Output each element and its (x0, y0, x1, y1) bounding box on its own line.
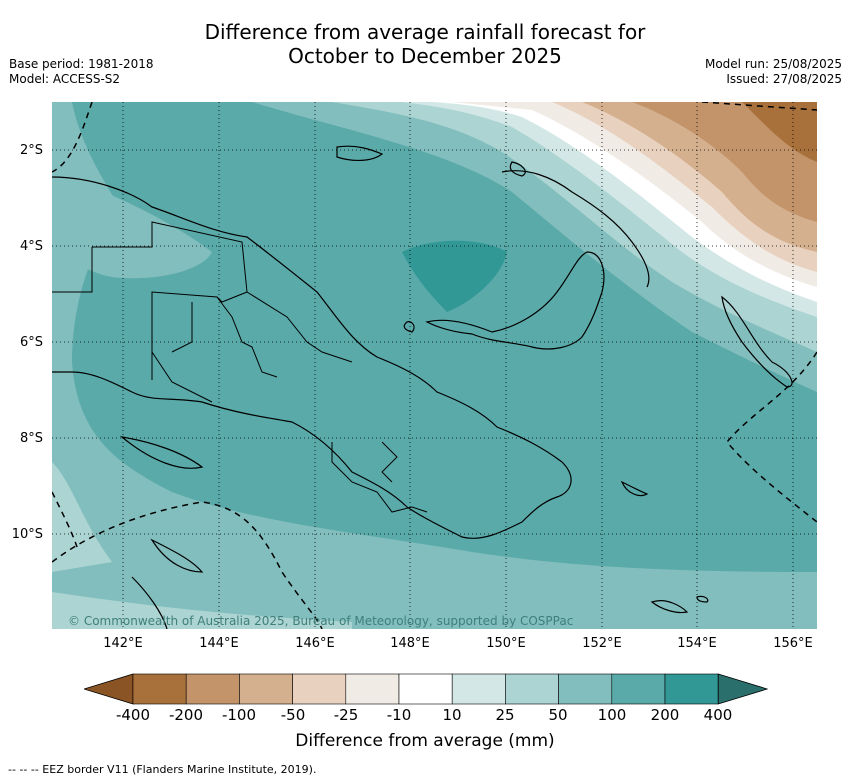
lon-label: 146°E (295, 636, 335, 651)
colorbar-swatch (185, 673, 240, 705)
meta-left: Base period: 1981-2018 Model: ACCESS-S2 (9, 57, 154, 87)
lon-label: 148°E (390, 636, 430, 651)
copyright-text: © Commonwealth of Australia 2025, Bureau… (68, 614, 574, 628)
band-minus-200-400 (742, 102, 817, 162)
lat-label: 2°S (19, 143, 43, 158)
colorbar-tick: -25 (333, 706, 359, 724)
band-25-50-s (52, 592, 352, 629)
colorbar-tick: -10 (386, 706, 412, 724)
colorbar-tick: -100 (221, 706, 257, 724)
colorbar-tick: 400 (703, 706, 733, 724)
meta-right: Model run: 25/08/2025 Issued: 27/08/2025 (705, 57, 842, 87)
base-period-text: Base period: 1981-2018 (9, 57, 154, 71)
colorbar-swatch (132, 673, 187, 705)
colorbar-swatch (611, 673, 666, 705)
lat-label: 6°S (19, 335, 43, 350)
colorbar-tick: -400 (115, 706, 151, 724)
colorbar-tick: 50 (548, 706, 568, 724)
lat-label: 4°S (19, 239, 43, 254)
colorbar-swatch (505, 673, 559, 705)
lon-label: 150°E (486, 636, 526, 651)
lon-label: 156°E (773, 636, 813, 651)
colorbar-tick: -200 (168, 706, 204, 724)
rainfall-map (52, 102, 817, 629)
colorbar-swatch (239, 673, 293, 705)
colorbar-swatch (292, 673, 347, 705)
province-borders (52, 221, 428, 513)
map-title: Difference from average rainfall forecas… (0, 20, 850, 68)
colorbar-tick: -50 (280, 706, 306, 724)
model-text: Model: ACCESS-S2 (9, 72, 121, 86)
lon-label: 154°E (677, 636, 717, 651)
colorbar-tick: 25 (495, 706, 515, 724)
colorbar-label: Difference from average (mm) (295, 731, 555, 751)
colorbar-swatch (664, 673, 719, 705)
lon-label: 152°E (582, 636, 622, 651)
lon-label: 142°E (103, 636, 143, 651)
colorbar-swatches (84, 673, 768, 705)
colorbar-swatch (558, 673, 613, 705)
colorbar-tick: 10 (442, 706, 462, 724)
colorbar-tick: 100 (597, 706, 627, 724)
issued-text: Issued: 27/08/2025 (726, 72, 842, 86)
band-50-100-south (52, 102, 817, 629)
model-run-text: Model run: 25/08/2025 (704, 57, 842, 71)
lat-label: 8°S (19, 431, 43, 446)
colorbar-swatch (398, 673, 453, 705)
lat-label: 10°S (11, 527, 43, 542)
colorbar-extend-high (717, 673, 768, 705)
colorbar-tick: 200 (650, 706, 680, 724)
colorbar-swatch (451, 673, 506, 705)
coastlines (52, 145, 793, 629)
lon-label: 144°E (199, 636, 239, 651)
band-25-50-sw (52, 462, 112, 572)
band-minus-100-200 (572, 102, 817, 222)
eez-note: -- -- -- EEZ border V11 (Flanders Marine… (8, 763, 317, 776)
band-200-400 (402, 240, 507, 312)
eez-border (52, 102, 817, 629)
title-line-2: October to December 2025 (288, 44, 562, 68)
colorbar-swatch (345, 673, 400, 705)
title-line-1: Difference from average rainfall forecas… (204, 20, 646, 44)
colorbar-extend-low (84, 673, 134, 705)
colorbar (84, 673, 768, 705)
map-svg (52, 102, 817, 629)
